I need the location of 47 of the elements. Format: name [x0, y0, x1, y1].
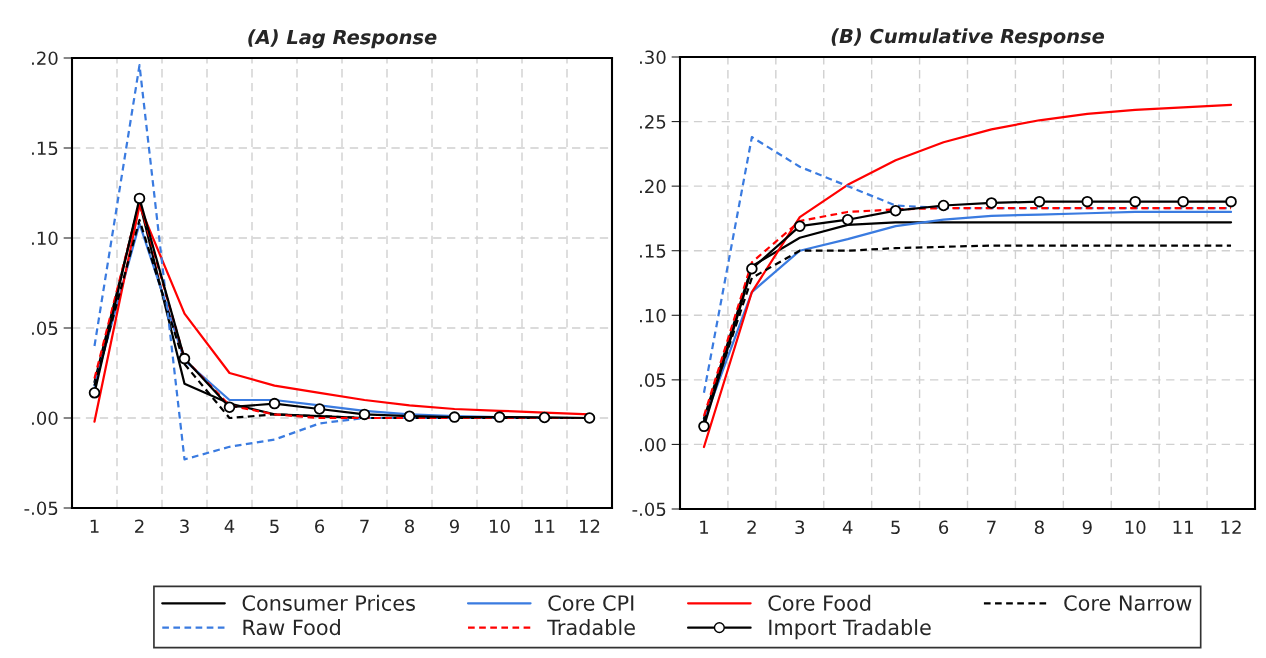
legend-label: Tradable: [547, 619, 635, 636]
legend-label: Core Food: [768, 594, 871, 611]
x-tick-label: 3: [180, 519, 189, 534]
x-tick-label: 11: [535, 519, 555, 533]
y-tick-label: .25: [640, 115, 666, 129]
y-tick-label: .30: [640, 50, 666, 65]
x-tick-label: 2: [135, 519, 144, 533]
chart-title: (B) Cumulative Response: [831, 28, 1105, 48]
x-tick-label: 6: [939, 520, 949, 535]
legend-label: Import Tradable: [769, 619, 931, 640]
y-tick-label: .10: [640, 308, 666, 323]
y-tick-label: .05: [32, 321, 58, 336]
y-tick-label: .20: [32, 51, 58, 66]
x-tick-label: 1: [90, 519, 99, 533]
y-tick-label: .20: [640, 179, 666, 194]
x-tick-label: 9: [449, 519, 459, 534]
legend-label: Core Narrow: [1064, 595, 1192, 611]
x-tick-label: 5: [891, 520, 900, 535]
x-tick-label: 8: [1034, 520, 1044, 535]
x-tick-label: 11: [1173, 520, 1193, 534]
x-tick-label: 1: [700, 520, 709, 534]
y-tick-label: .00: [640, 437, 666, 452]
x-tick-label: 4: [224, 519, 235, 533]
x-tick-label: 12: [1221, 520, 1241, 534]
legend-label: Raw Food: [243, 619, 340, 636]
x-tick-label: 12: [580, 519, 600, 533]
x-tick-label: 3: [795, 520, 805, 535]
x-tick-label: 8: [404, 519, 415, 534]
y-tick-label: .05: [640, 373, 666, 387]
y-tick-label: .15: [640, 244, 666, 258]
x-tick-label: 4: [842, 520, 853, 534]
y-tick-label: .00: [32, 411, 58, 426]
x-tick-label: 6: [315, 519, 325, 534]
x-tick-label: 7: [987, 520, 996, 534]
x-tick-label: 10: [1125, 520, 1146, 535]
y-tick-label: .15: [32, 141, 58, 156]
x-tick-label: 5: [270, 519, 279, 534]
x-tick-label: 2: [747, 520, 756, 534]
legend-label: Core CPI: [548, 595, 634, 611]
y-tick-label: -.05: [24, 501, 58, 516]
x-tick-label: 10: [490, 519, 510, 534]
y-tick-label: .10: [32, 231, 58, 246]
x-tick-label: 7: [360, 519, 369, 533]
x-tick-label: 9: [1082, 520, 1092, 535]
chart-title: (A) Lag Response: [248, 29, 437, 49]
legend-label: Consumer Prices: [242, 594, 415, 611]
y-tick-label: -.05: [632, 502, 666, 517]
